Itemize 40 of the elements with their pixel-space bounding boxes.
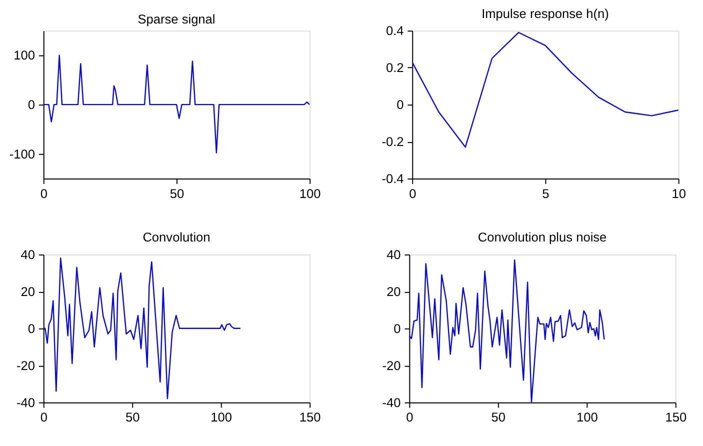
x-tick-label: 50 <box>170 186 184 201</box>
y-tick-label: -20 <box>16 358 35 373</box>
x-tick-label: 150 <box>299 410 321 425</box>
y-tick-label: 0 <box>28 320 35 336</box>
y-tick-label: 20 <box>386 284 401 299</box>
line-series <box>412 32 678 148</box>
chart-title: Convolution plus noise <box>478 230 607 245</box>
y-tick-label: 0.4 <box>386 23 404 38</box>
y-tick-label: 40 <box>20 246 35 262</box>
x-tick-label: 50 <box>125 410 140 425</box>
chart-title: Convolution <box>142 230 210 245</box>
x-tick-label: 150 <box>665 410 687 425</box>
line-series <box>43 54 310 154</box>
x-tick-label: 50 <box>491 410 506 425</box>
x-tick-label: 10 <box>672 186 686 201</box>
x-tick-label: 100 <box>210 410 232 425</box>
y-tick-label: -0.2 <box>382 134 404 149</box>
x-tick-label: 100 <box>299 186 321 201</box>
x-tick-label: 100 <box>576 410 598 425</box>
chart-title: Sparse signal <box>138 12 216 27</box>
y-tick-label: -40 <box>382 394 401 410</box>
x-tick-label: 0 <box>406 410 414 425</box>
y-tick-label: 0 <box>28 97 35 112</box>
y-tick-label: -100 <box>9 146 35 162</box>
x-tick-label: 5 <box>542 186 550 201</box>
y-tick-label: 0 <box>394 320 401 336</box>
y-tick-label: 0.2 <box>386 60 404 76</box>
y-tick-label: -40 <box>16 394 35 410</box>
x-tick-label: 0 <box>40 186 48 201</box>
x-tick-label: 0 <box>40 410 48 425</box>
y-tick-label: 40 <box>386 246 401 262</box>
y-tick-label: -20 <box>382 358 401 373</box>
y-tick-label: 100 <box>14 48 35 63</box>
y-tick-label: -0.4 <box>382 170 404 186</box>
line-series <box>409 259 605 402</box>
x-tick-label: 0 <box>409 186 416 201</box>
y-tick-label: 20 <box>20 284 35 299</box>
line-series <box>43 258 241 400</box>
y-tick-label: 0 <box>396 97 404 112</box>
chart-title: Impulse response h(n) <box>482 6 609 21</box>
